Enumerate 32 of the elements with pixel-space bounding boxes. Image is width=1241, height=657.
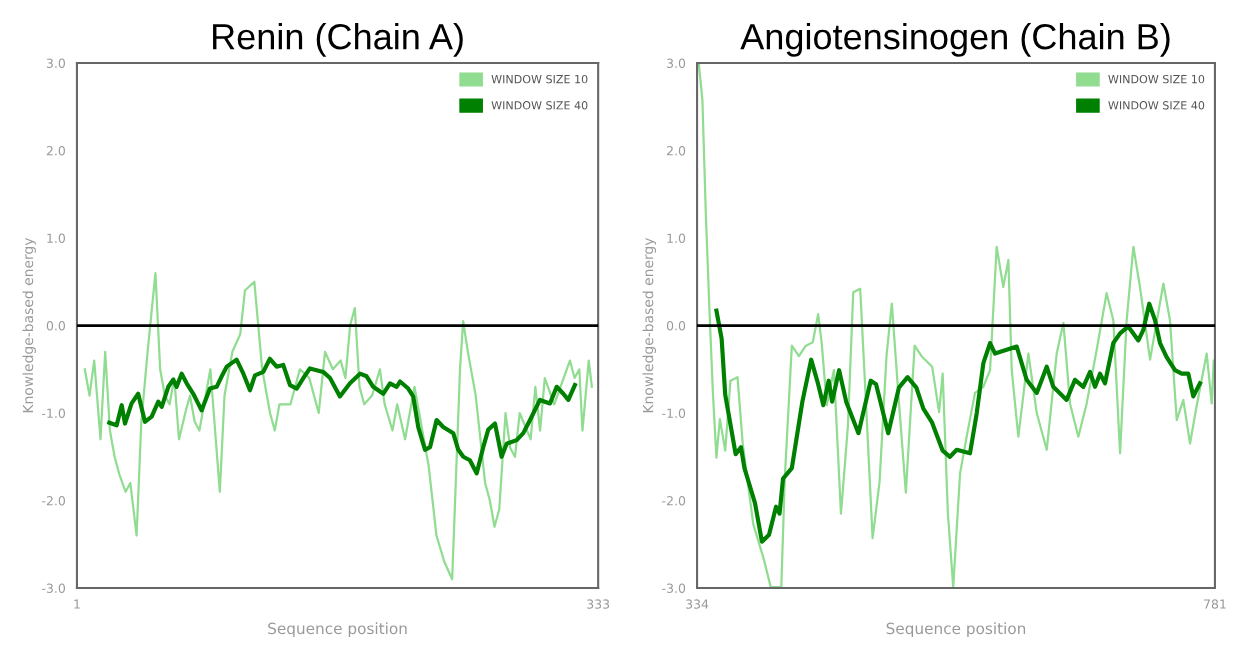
y-tick-label: 2.0 xyxy=(667,146,686,156)
x-tick-label: 1 xyxy=(74,599,80,609)
y-tick-label: 3.0 xyxy=(667,58,686,68)
y-tick-label: -2.0 xyxy=(662,496,686,506)
y-tick-label: -3.0 xyxy=(42,583,65,593)
chart-title: Angiotensinogen (Chain B) xyxy=(740,23,1170,57)
x-tick-label: 781 xyxy=(1204,599,1226,609)
y-tick-label: -1.0 xyxy=(42,408,65,418)
y-tick-label: 1.0 xyxy=(47,233,65,243)
y-tick-label: 0.0 xyxy=(666,321,686,331)
y-tick-label: -3.0 xyxy=(662,583,686,593)
x-tick-label: 334 xyxy=(686,599,709,609)
line-series xyxy=(107,356,578,476)
y-tick-label: -1.0 xyxy=(662,408,686,418)
legend-label: WINDOW SIZE 10 xyxy=(1108,74,1205,84)
line-series xyxy=(697,63,1215,589)
x-tick-label: 333 xyxy=(587,599,610,609)
chart-title: Renin (Chain A) xyxy=(213,23,463,57)
legend-label: WINDOW SIZE 40 xyxy=(491,101,588,110)
y-tick-label: 2.0 xyxy=(46,146,65,156)
y-tick-label: 0.0 xyxy=(46,321,65,331)
legend-label: WINDOW SIZE 10 xyxy=(491,74,588,84)
y-axis-title: Knowledge-based energy xyxy=(22,237,36,413)
y-tick-label: 3.0 xyxy=(46,58,65,68)
y-tick-label: 1.0 xyxy=(667,233,686,243)
y-tick-label: -2.0 xyxy=(42,496,65,506)
x-axis-title: Sequence position xyxy=(886,622,1026,638)
x-axis-title: Sequence position xyxy=(268,622,407,638)
legend-label: WINDOW SIZE 40 xyxy=(1108,101,1205,110)
line-series xyxy=(83,271,593,581)
y-axis-title: Knowledge-based energy xyxy=(642,237,657,413)
line-series xyxy=(714,301,1203,544)
